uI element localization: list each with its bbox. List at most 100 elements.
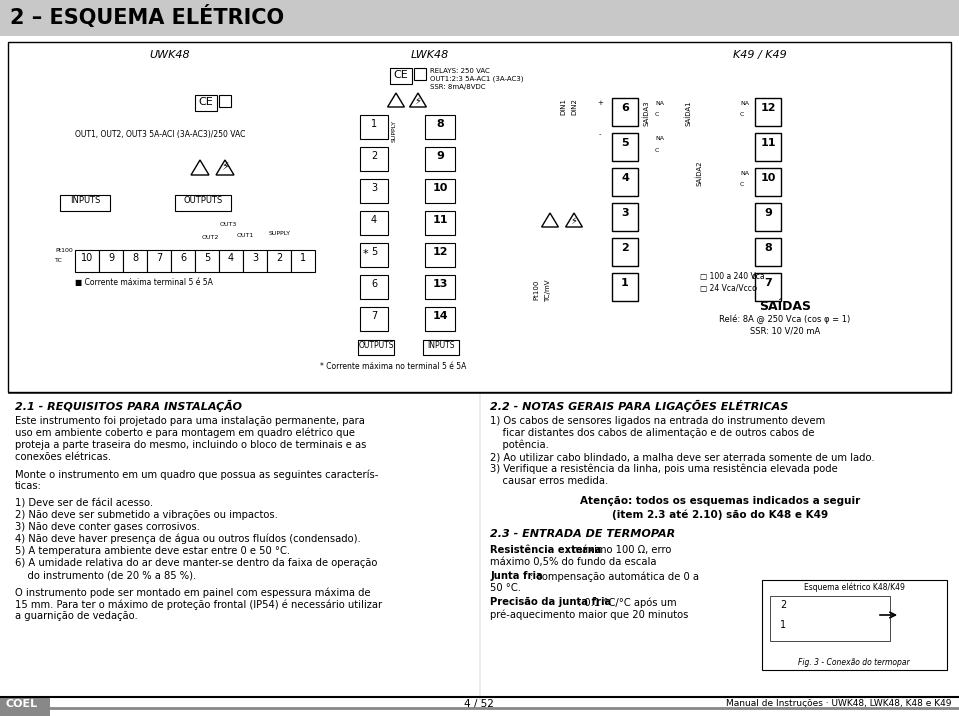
Bar (755, 203, 781, 231)
Text: 1: 1 (780, 620, 786, 630)
Text: 5) A temperatura ambiente deve estar entre 0 e 50 °C.: 5) A temperatura ambiente deve estar ent… (15, 546, 291, 556)
Text: 13: 13 (433, 279, 448, 289)
Text: uso em ambiente coberto e para montagem em quadro elétrico que: uso em ambiente coberto e para montagem … (15, 428, 355, 438)
Text: OUTPUTS: OUTPUTS (359, 341, 394, 350)
Text: 3: 3 (371, 183, 377, 193)
Text: 6: 6 (621, 103, 629, 113)
Bar (612, 133, 638, 161)
Text: Junta fria: Junta fria (490, 571, 543, 581)
Text: DIN2: DIN2 (571, 98, 577, 115)
Text: O instrumento pode ser montado em painel com espessura máxima de: O instrumento pode ser montado em painel… (15, 587, 370, 597)
Bar (195, 95, 217, 111)
Text: OUT1, OUT2, OUT3 5A-ACI (3A-AC3)/250 VAC: OUT1, OUT2, OUT3 5A-ACI (3A-AC3)/250 VAC (75, 130, 246, 139)
Text: 9: 9 (436, 151, 444, 161)
Bar (195, 250, 219, 272)
Bar (171, 250, 195, 272)
Text: 3) Não deve conter gases corrosivos.: 3) Não deve conter gases corrosivos. (15, 522, 199, 532)
Text: 3: 3 (621, 208, 629, 218)
Text: SAÍDA2: SAÍDA2 (696, 160, 703, 185)
Text: Manual de Instruções · UWK48, LWK48, K48 e K49: Manual de Instruções · UWK48, LWK48, K48… (726, 699, 951, 708)
Bar (425, 147, 455, 171)
Text: SAÍDA1: SAÍDA1 (685, 100, 691, 125)
Bar (358, 340, 394, 355)
Text: 1: 1 (621, 278, 629, 288)
Bar (360, 179, 388, 203)
Bar (360, 307, 388, 331)
Text: Pt100: Pt100 (55, 248, 73, 253)
Text: a guarnição de vedação.: a guarnição de vedação. (15, 611, 138, 621)
Text: C: C (740, 112, 744, 117)
Text: 2 – ESQUEMA ELÉTRICO: 2 – ESQUEMA ELÉTRICO (10, 5, 284, 28)
Text: Esquema elétrico K48/K49: Esquema elétrico K48/K49 (804, 583, 904, 593)
Bar (360, 115, 388, 139)
Text: 15 mm. Para ter o máximo de proteção frontal (IP54) é necessário utilizar: 15 mm. Para ter o máximo de proteção fro… (15, 599, 382, 609)
Text: C: C (740, 182, 744, 187)
Text: 3) Verifique a resistência da linha, pois uma resistência elevada pode: 3) Verifique a resistência da linha, poi… (490, 464, 838, 475)
Text: CE: CE (393, 70, 409, 80)
Text: o: o (752, 284, 757, 293)
Bar (123, 250, 147, 272)
Text: 11: 11 (433, 215, 448, 225)
Text: 4: 4 (621, 173, 629, 183)
Bar (425, 275, 455, 299)
Text: 1) Os cabos de sensores ligados na entrada do instrumento devem: 1) Os cabos de sensores ligados na entra… (490, 416, 826, 426)
Bar (219, 250, 243, 272)
Bar (360, 243, 388, 267)
Bar (770, 596, 890, 641)
Text: 1) Deve ser de fácil acesso.: 1) Deve ser de fácil acesso. (15, 498, 153, 508)
Text: +: + (597, 100, 603, 106)
Text: Atenção: todos os esquemas indicados a seguir: Atenção: todos os esquemas indicados a s… (580, 496, 860, 506)
Text: LWK48: LWK48 (410, 50, 449, 60)
Text: 2.3 - ENTRADA DE TERMOPAR: 2.3 - ENTRADA DE TERMOPAR (490, 529, 675, 539)
Text: 2) Não deve ser submetido a vibrações ou impactos.: 2) Não deve ser submetido a vibrações ou… (15, 510, 278, 520)
Text: 11: 11 (760, 138, 776, 148)
Text: 12: 12 (433, 247, 448, 257)
Bar (612, 273, 638, 301)
Bar (414, 68, 426, 80)
Text: 10: 10 (760, 173, 776, 183)
Text: 7: 7 (371, 311, 377, 321)
Text: 2: 2 (621, 243, 629, 253)
Text: Este instrumento foi projetado para uma instalação permanente, para: Este instrumento foi projetado para uma … (15, 416, 364, 426)
Bar (219, 95, 231, 107)
Bar (99, 250, 123, 272)
Text: DIN1: DIN1 (560, 98, 566, 115)
Text: 6: 6 (371, 279, 377, 289)
Bar (612, 203, 638, 231)
Text: 4: 4 (228, 253, 234, 263)
Text: Pt100: Pt100 (533, 280, 539, 301)
Text: 2) Ao utilizar cabo blindado, a malha deve ser aterrada somente de um lado.: 2) Ao utilizar cabo blindado, a malha de… (490, 452, 875, 462)
Text: ⚡: ⚡ (222, 162, 229, 172)
Bar (75, 250, 99, 272)
Text: 1: 1 (371, 119, 377, 129)
Text: 6: 6 (180, 253, 186, 263)
Text: ficar distantes dos cabos de alimentação e de outros cabos de: ficar distantes dos cabos de alimentação… (490, 428, 814, 438)
Text: máximo 0,5% do fundo da escala: máximo 0,5% do fundo da escala (490, 557, 657, 567)
Bar (755, 168, 781, 196)
Text: CE: CE (199, 97, 213, 107)
Text: 10: 10 (81, 253, 93, 263)
Bar (291, 250, 315, 272)
Text: 10: 10 (433, 183, 448, 193)
Text: proteja a parte traseira do mesmo, incluindo o bloco de terminais e as: proteja a parte traseira do mesmo, inclu… (15, 440, 366, 450)
Text: ticas:: ticas: (15, 481, 42, 491)
Bar (0, 0, 959, 36)
Text: 2.2 - NOTAS GERAIS PARA LIGAÇÕES ELÉTRICAS: 2.2 - NOTAS GERAIS PARA LIGAÇÕES ELÉTRIC… (490, 400, 788, 412)
Text: SSR: 8mA/8VDC: SSR: 8mA/8VDC (430, 84, 485, 90)
Bar (360, 275, 388, 299)
Text: 6) A umidade relativa do ar deve manter-se dentro da faixa de operação: 6) A umidade relativa do ar deve manter-… (15, 558, 378, 568)
Bar (612, 98, 638, 126)
Bar (612, 168, 638, 196)
Text: 5: 5 (371, 247, 377, 257)
Text: 2: 2 (780, 600, 786, 610)
Text: SAÍDA3: SAÍDA3 (643, 100, 649, 125)
Text: 1: 1 (300, 253, 306, 263)
Text: (item 2.3 até 2.10) são do K48 e K49: (item 2.3 até 2.10) são do K48 e K49 (612, 509, 828, 520)
Bar (755, 98, 781, 126)
Text: ⚡: ⚡ (571, 216, 577, 226)
Bar (60, 195, 110, 211)
Bar (425, 179, 455, 203)
Text: Monte o instrumento em um quadro que possua as seguintes caracterís-: Monte o instrumento em um quadro que pos… (15, 469, 379, 480)
Text: Relé: 8A @ 250 Vca (cos φ = 1): Relé: 8A @ 250 Vca (cos φ = 1) (719, 315, 851, 324)
Text: potência.: potência. (490, 440, 549, 450)
